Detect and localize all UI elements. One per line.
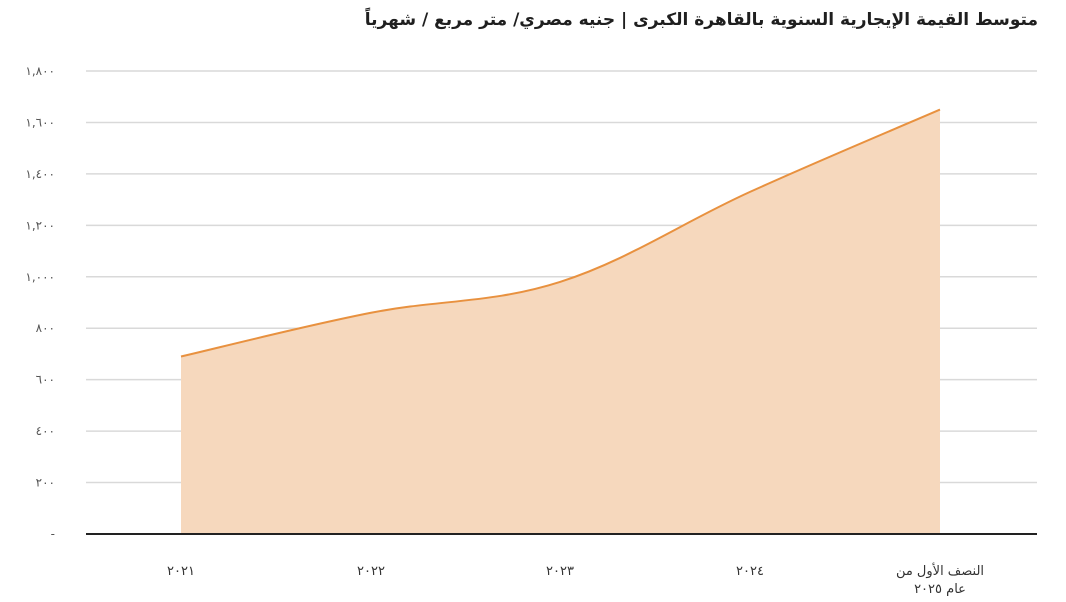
y-tick-label: ٢٠٠ <box>36 476 55 490</box>
x-tick-label: النصف الأول من عام ٢٠٢٥ <box>896 562 984 597</box>
x-tick-label: ٢٠٢٢ <box>357 564 385 579</box>
y-tick-label: ١,٦٠٠ <box>25 115 55 129</box>
x-tick-label: ٢٠٢١ <box>167 564 195 579</box>
y-tick-label: ١,٤٠٠ <box>25 167 55 181</box>
area-fill <box>181 109 940 534</box>
y-tick-label: ٤٠٠ <box>36 424 55 438</box>
x-tick-label: ٢٠٢٤ <box>736 564 764 579</box>
chart-title: متوسط القيمة الإيجارية السنوية بالقاهرة … <box>364 10 1038 30</box>
y-tick-label: - <box>51 527 55 541</box>
y-tick-label: ٦٠٠ <box>36 373 55 387</box>
y-tick-label: ١,٠٠٠ <box>25 270 55 284</box>
x-tick-label: ٢٠٢٣ <box>546 564 574 579</box>
x-axis-ticks: ٢٠٢١ ٢٠٢٢ ٢٠٢٣ ٢٠٢٤ النصف الأول من عام ٢٠٢٥ <box>167 562 984 597</box>
series-line <box>180 108 941 358</box>
y-axis-ticks: - ٢٠٠ ٤٠٠ ٦٠٠ ٨٠٠ ١,٠٠٠ ١,٢٠٠ ١,٤٠٠ ١,٦٠٠ ١,٨٠٠ <box>25 64 55 541</box>
y-tick-label: ١,٨٠٠ <box>25 64 55 78</box>
y-tick-label: ١,٢٠٠ <box>25 218 55 232</box>
y-tick-label: ٨٠٠ <box>36 321 55 335</box>
